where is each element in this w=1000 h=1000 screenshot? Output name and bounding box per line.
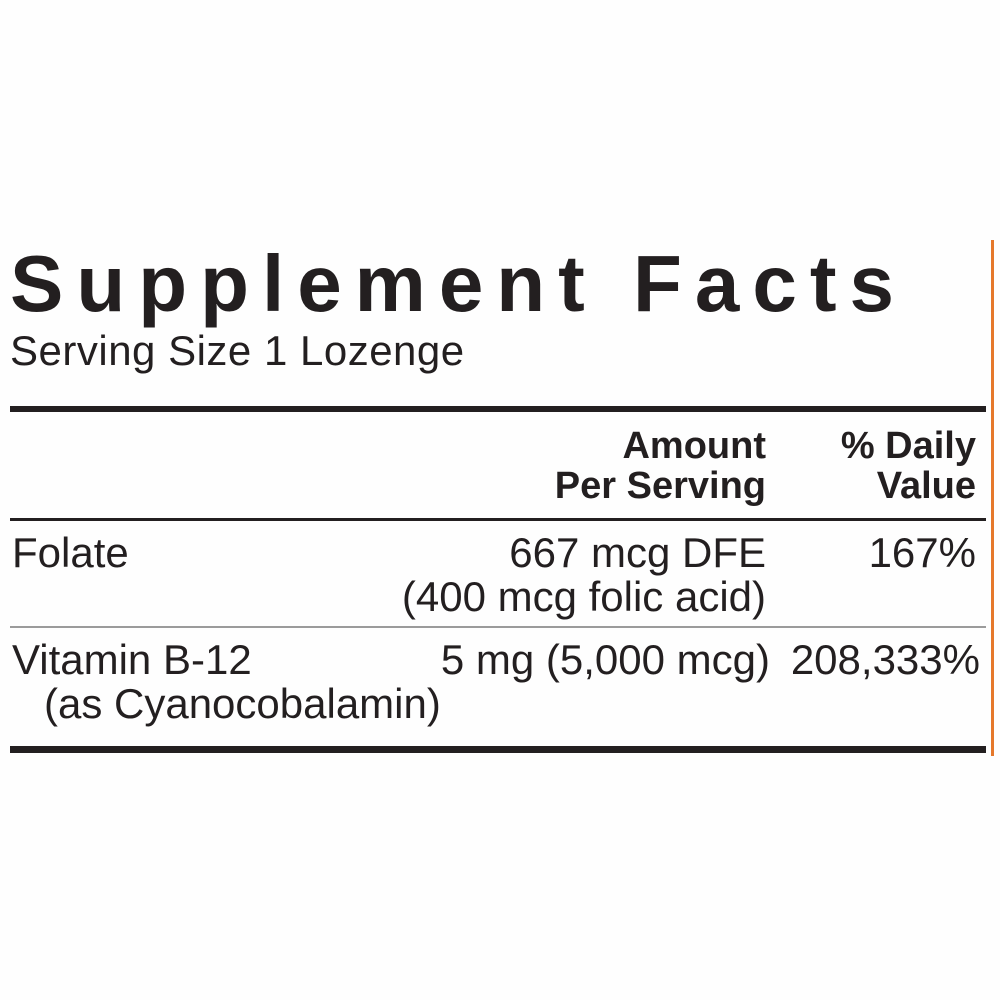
label-panel: Supplement Facts Serving Size 1 Lozenge …: [10, 242, 986, 753]
nutrient-row-vitamin-b12: Vitamin B-12 (as Cyanocobalamin) 5 mg (5…: [10, 628, 986, 736]
daily-value-header-line1: % Daily: [840, 425, 976, 467]
amount-per-serving-header: Amount Per Serving: [12, 426, 766, 506]
nutrient-name-main: Vitamin B-12: [12, 636, 252, 683]
nutrient-daily-value: 167%: [868, 529, 976, 576]
serving-size-text: Serving Size 1 Lozenge: [10, 327, 465, 374]
nutrient-name: Vitamin B-12 (as Cyanocobalamin): [10, 638, 441, 726]
nutrient-name-note: (as Cyanocobalamin): [44, 680, 441, 727]
divider-thin-header: [10, 518, 986, 521]
nutrient-amount: 667 mcg DFE (400 mcg folic acid): [129, 531, 766, 619]
nutrient-row-folate: Folate 667 mcg DFE (400 mcg folic acid) …: [10, 521, 986, 619]
nutrient-daily-value: 208,333%: [790, 636, 980, 683]
daily-value-header: % Daily Value: [766, 426, 986, 506]
orange-accent-line: [991, 240, 994, 756]
nutrient-amount-main: 667 mcg DFE: [509, 529, 766, 576]
nutrient-amount-main: 5 mg (5,000 mcg): [440, 636, 770, 683]
daily-value-header-line2: Value: [876, 465, 976, 507]
nutrient-amount: 5 mg (5,000 mcg): [441, 638, 770, 682]
label-title: Supplement Facts: [10, 239, 908, 328]
nutrient-name: Folate: [12, 529, 129, 576]
table-header-row: Amount Per Serving % Daily Value: [10, 412, 986, 518]
amount-header-line2: Per Serving: [554, 465, 766, 507]
amount-header-line1: Amount: [622, 425, 766, 467]
divider-thick-top: [10, 406, 986, 412]
divider-hairline-rows: [10, 626, 986, 628]
nutrient-amount-note: (400 mcg folic acid): [401, 573, 766, 620]
divider-thick-bottom: [10, 746, 986, 753]
